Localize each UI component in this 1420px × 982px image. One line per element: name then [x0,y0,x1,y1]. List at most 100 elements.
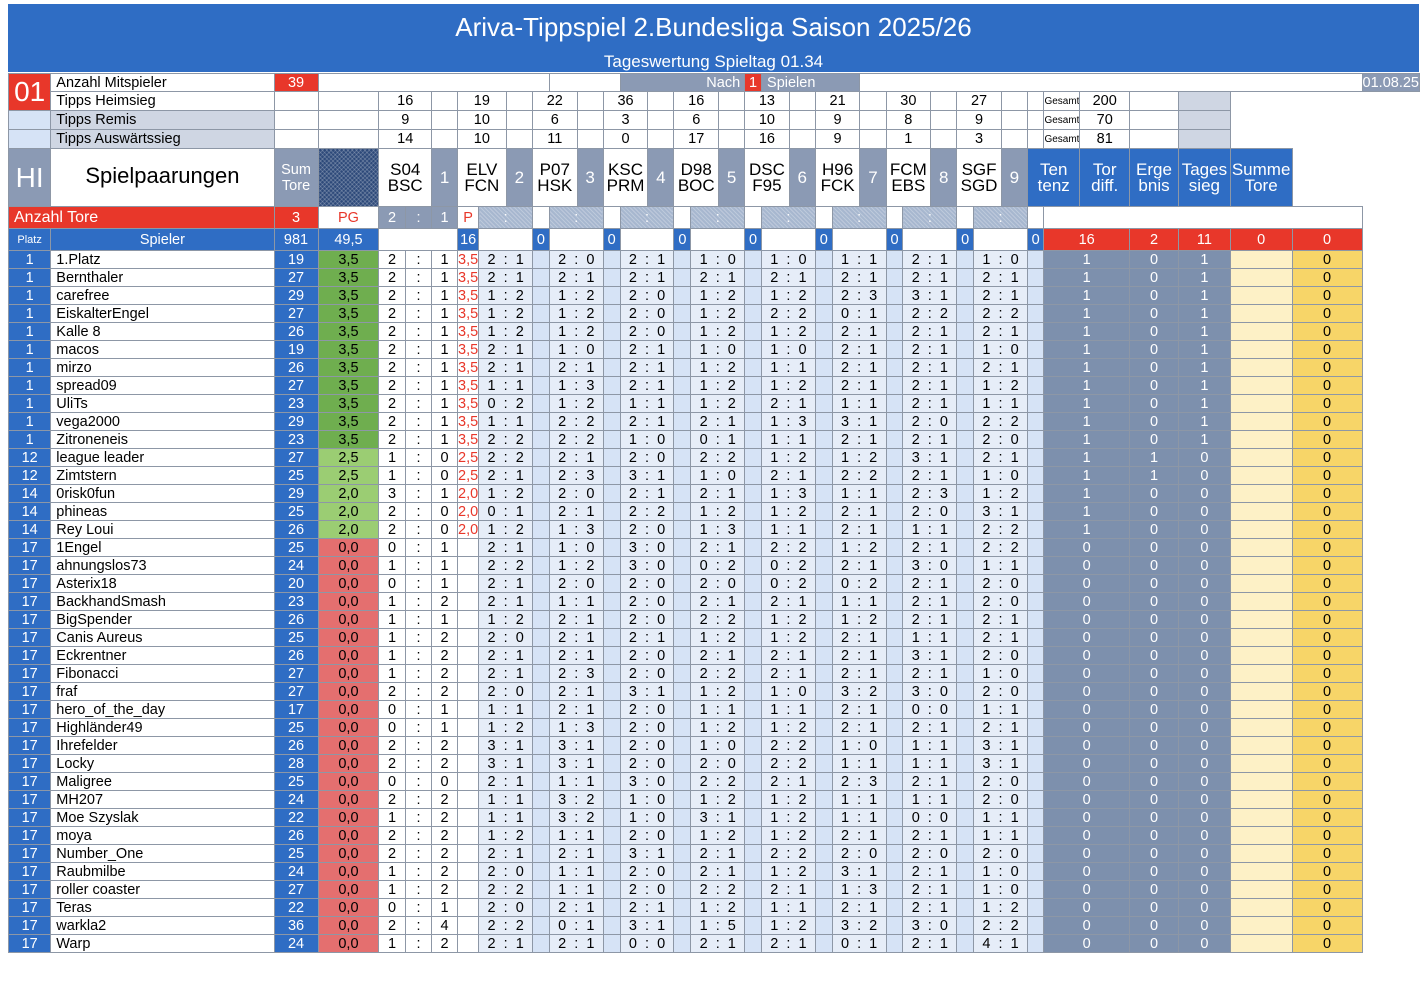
result: 0 [1178,682,1231,701]
tip: 3 : 1 [831,412,887,431]
blank [1026,322,1045,341]
tip-colon: : [404,412,433,431]
rank: 17 [7,808,52,827]
blank [814,862,833,881]
tip: 2 : 0 [478,862,534,881]
tip-away: 1 [431,286,459,305]
blank [956,376,975,395]
blank [1026,628,1045,647]
blank [532,790,550,809]
tip: 3 : 1 [548,736,604,755]
tip: 3 : 1 [973,736,1028,755]
blank [788,129,816,149]
tip: 2 : 1 [902,880,958,899]
game-points: 0 [602,228,621,251]
blank [744,736,763,755]
blank [532,736,550,755]
result-empty: : [831,206,887,229]
tendency: 1 [1043,304,1130,323]
tip: 1 : 2 [548,286,604,305]
tip: 0 : 1 [548,916,604,935]
blank [1026,466,1045,485]
result: 1 [1178,250,1231,269]
tip-home: 1 [378,592,406,611]
tendency: 0 [1043,700,1130,719]
blank [317,129,380,149]
tip: 0 : 1 [478,502,534,521]
tip: 2 : 1 [761,466,816,485]
tip: 2 : 1 [761,880,816,899]
tips-count: 9 [956,110,1002,130]
result: 1 [1178,286,1231,305]
blank [956,448,975,467]
matches-text: Spielpaarungen [85,163,240,188]
goal-sum: 26 [273,646,319,665]
tip: 2 : 0 [619,718,675,737]
day-win [1229,574,1293,593]
tip-home: 2 [378,250,406,269]
tip-home: 2 [378,682,406,701]
tip: 2 : 0 [902,412,958,431]
tip: 2 : 1 [902,394,958,413]
points: 0,0 [317,610,380,629]
tip-home: 2 [378,286,406,305]
game1-points [457,718,480,737]
blank [814,718,833,737]
bonus-header: Tages sieg [1178,148,1231,207]
tip: 2 : 1 [831,430,887,449]
tip: 1 : 1 [831,250,887,269]
blank [602,682,621,701]
blank [1026,520,1045,539]
tip: 2 : 1 [690,862,746,881]
tip: 1 : 2 [548,322,604,341]
tip: 1 : 0 [619,790,675,809]
blank [744,376,763,395]
blank [744,898,763,917]
tip: 2 : 0 [973,790,1028,809]
player-name: Raubmilbe [50,862,275,881]
table-row: 17 Canis Aureus 25 0,0 1:2 2 : 0 2 : 1 2 : 1 1 :… [7,628,1420,647]
goal-diff: 0 [1128,574,1180,593]
blank [956,898,975,917]
tip: 2 : 1 [619,250,675,269]
match-number: 9 [1000,148,1028,207]
tip: 1 : 2 [548,556,604,575]
player-name: vega2000 [50,412,275,431]
tip: 1 : 1 [548,880,604,899]
tip: 1 : 0 [548,538,604,557]
tip: 2 : 0 [619,610,675,629]
blank [744,520,763,539]
goal-sum: 25 [273,628,319,647]
blank [673,520,692,539]
tip: 2 : 1 [902,322,958,341]
tip: 2 : 1 [902,592,958,611]
match-number: 7 [859,148,887,207]
bonus-line: Tor [1092,159,1117,179]
blank [885,592,904,611]
tip-away: 2 [431,736,459,755]
rank: 17 [7,574,52,593]
tip: 1 : 2 [761,286,816,305]
tendency: 1 [1043,412,1130,431]
blank [673,610,692,629]
blank [956,556,975,575]
platz-header: Platz [7,228,52,251]
blank [885,682,904,701]
day-win [1229,646,1293,665]
nach-count: 1 [744,73,763,92]
day-win [1229,502,1293,521]
goal-sum: 26 [273,322,319,341]
tip: 1 : 2 [478,610,534,629]
result-empty: : [761,206,816,229]
game1-points [457,772,480,791]
day-win [1229,286,1293,305]
blank [956,358,975,377]
tip: 3 : 0 [902,556,958,575]
tip-home: 2 [378,790,406,809]
blank [532,664,550,683]
tip-away: 0 [431,772,459,791]
colon: : [786,209,791,226]
blank [602,430,621,449]
day-win [1229,718,1293,737]
